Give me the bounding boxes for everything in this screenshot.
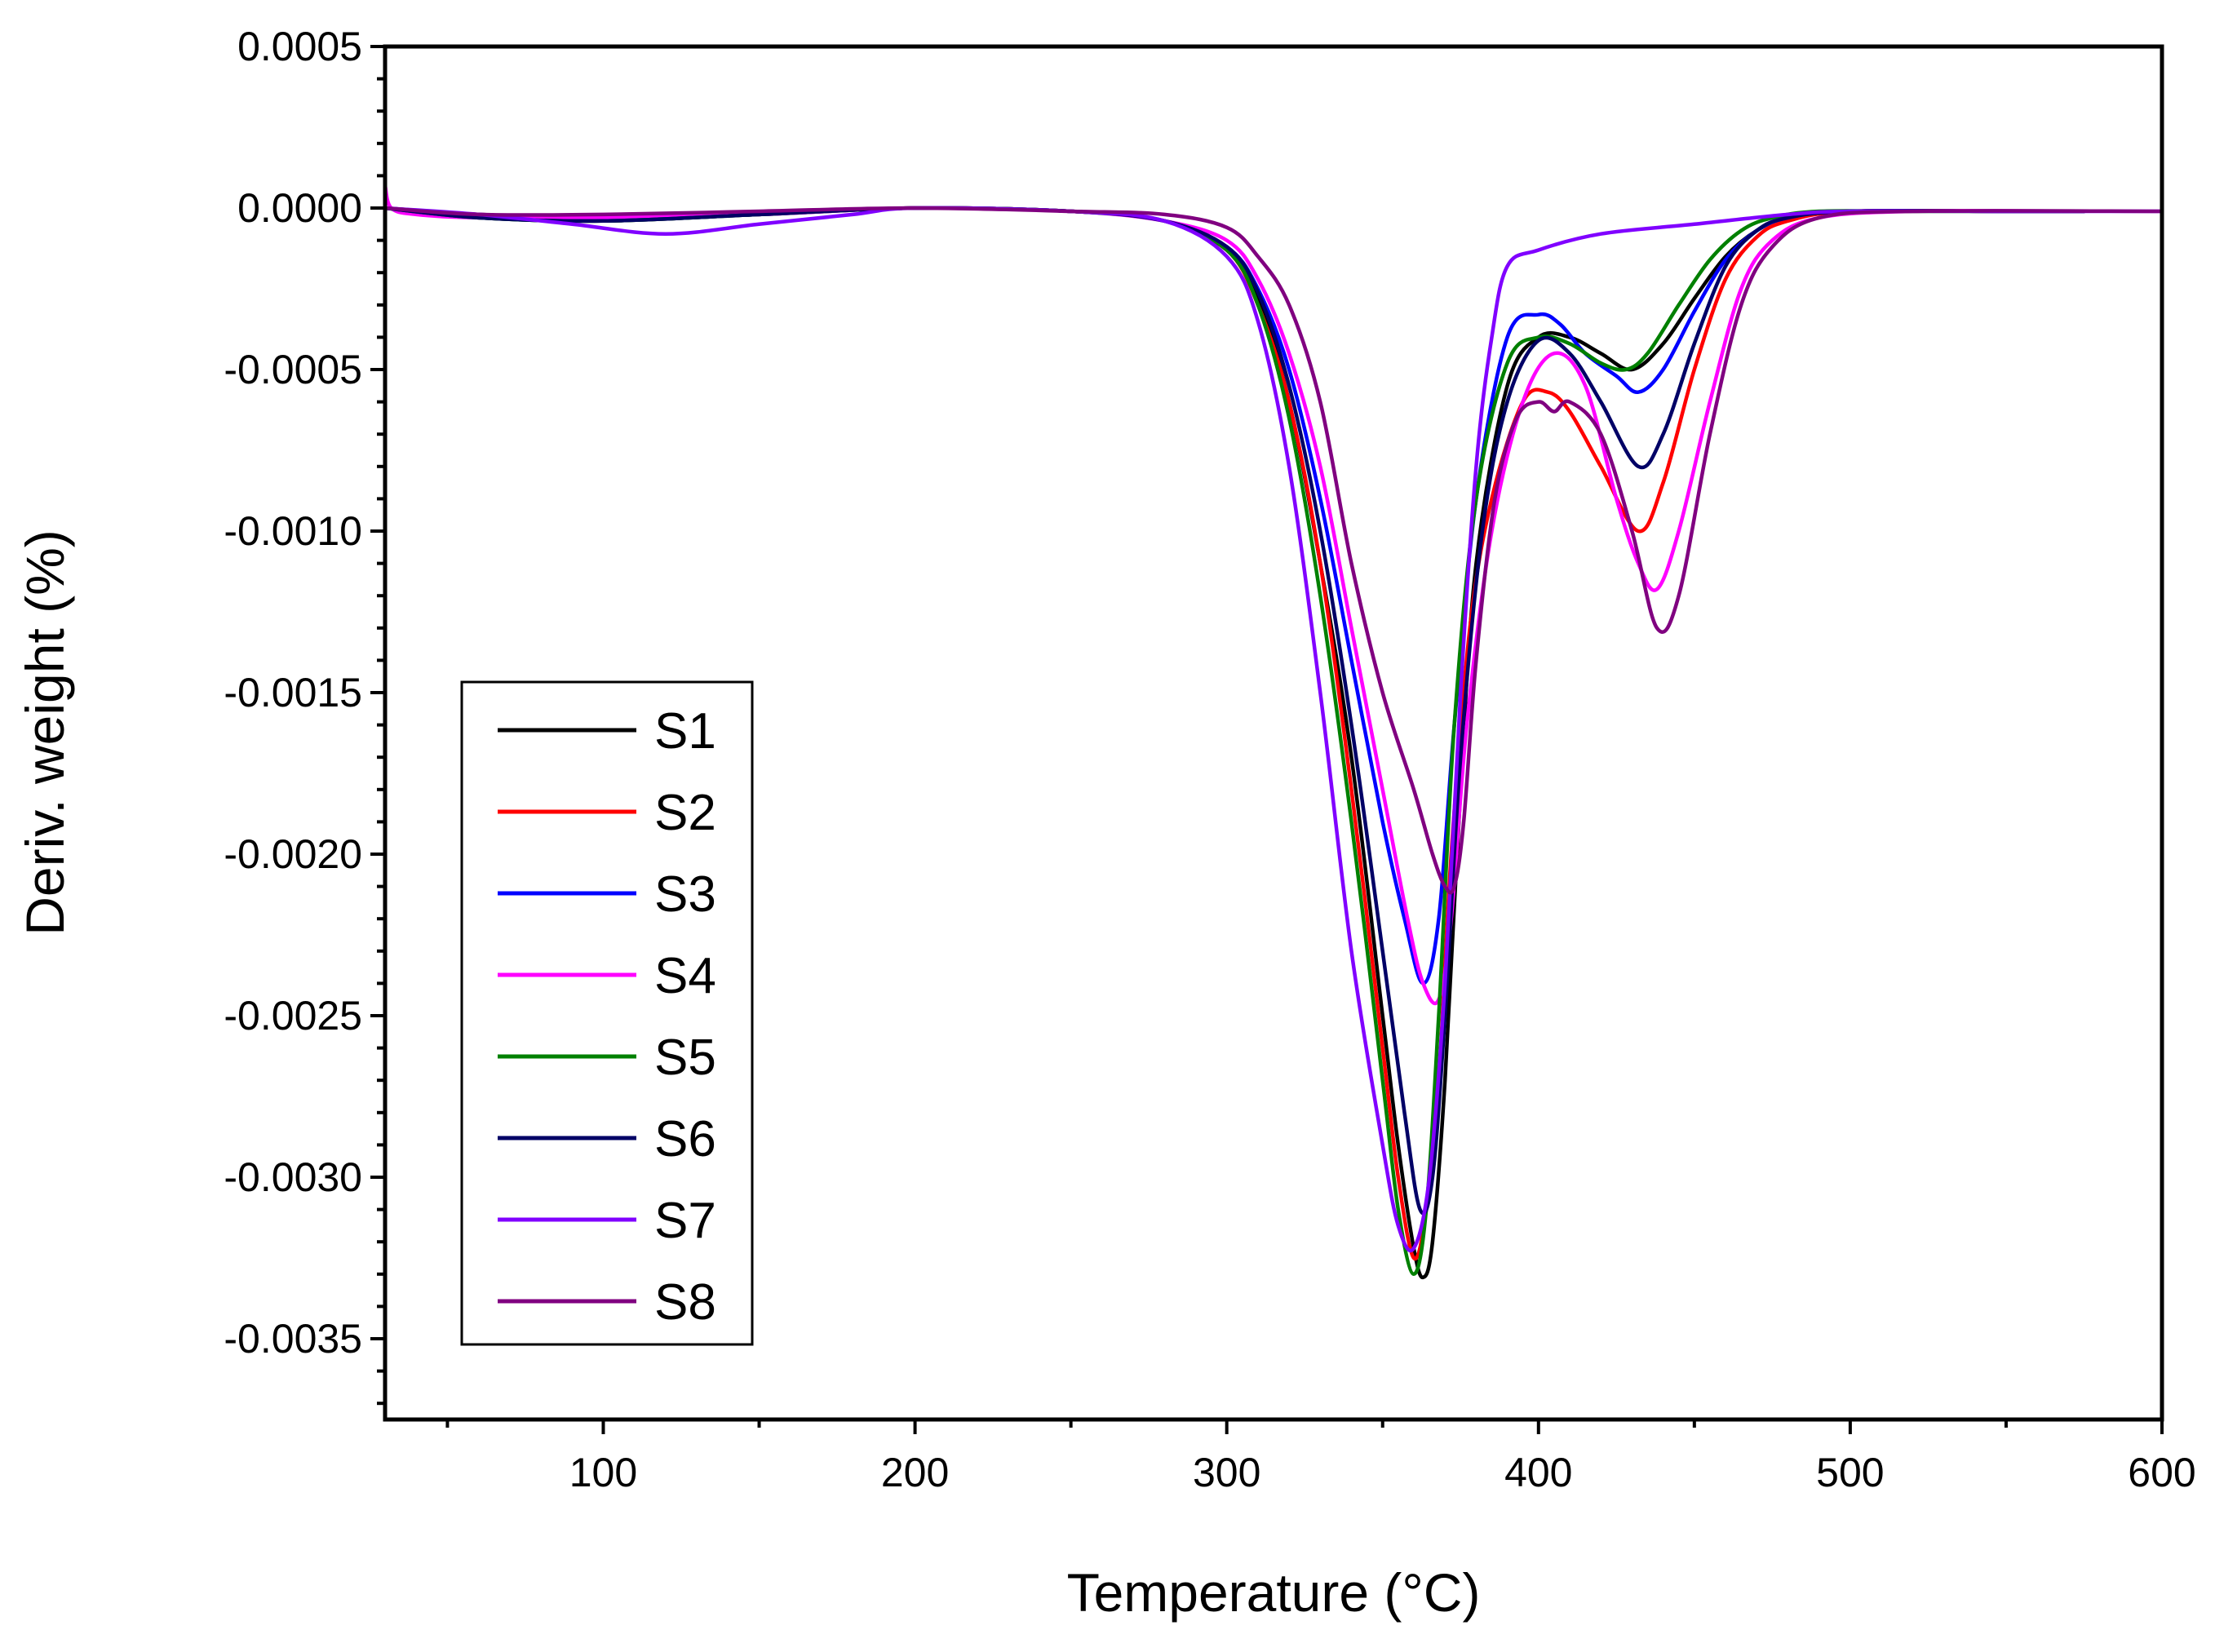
y-axis-ticks: 0.0005 0.0000 -0.0005 -0.0010 -0.0015 -0.0020… (224, 24, 385, 1406)
x-tick-label: 400 (1504, 1450, 1572, 1495)
legend: S1 S2 S3 S4 S5 S6 S7 S8 (460, 680, 754, 1346)
y-tick-label: 0.0000 (237, 185, 362, 231)
x-tick-label: 100 (569, 1450, 637, 1495)
y-tick-label: -0.0015 (224, 670, 362, 715)
x-tick-label: 300 (1193, 1450, 1260, 1495)
legend-label-s7: S7 (654, 1193, 716, 1249)
x-tick-label: 600 (2128, 1450, 2195, 1495)
legend-label-s2: S2 (654, 785, 716, 841)
plot-frame (383, 44, 2164, 1422)
legend-label-s3: S3 (654, 866, 716, 923)
y-axis-title: Deriv. weight (%) (15, 529, 75, 936)
y-tick-label: -0.0030 (224, 1154, 362, 1200)
y-tick-label: -0.0025 (224, 993, 362, 1039)
y-tick-label: 0.0005 (237, 24, 362, 69)
x-tick-label: 200 (881, 1450, 949, 1495)
legend-label-s1: S1 (654, 703, 716, 760)
series-line-s7 (383, 206, 2164, 1253)
series-line-s8 (383, 206, 2164, 895)
x-tick-label: 500 (1816, 1450, 1884, 1495)
legend-label-s6: S6 (654, 1111, 716, 1167)
x-axis-ticks: 100 200 300 400 500 600 (445, 1419, 2196, 1495)
legend-label-s4: S4 (654, 948, 716, 1004)
y-tick-label: -0.0010 (224, 508, 362, 554)
y-tick-label: -0.0020 (224, 831, 362, 877)
series-layer (383, 184, 2164, 1280)
x-axis-title: Temperature (°C) (1067, 1562, 1481, 1623)
legend-label-s8: S8 (654, 1274, 716, 1331)
y-tick-label: -0.0035 (224, 1316, 362, 1362)
legend-box (460, 680, 754, 1346)
y-tick-label: -0.0005 (224, 347, 362, 392)
legend-label-s5: S5 (654, 1030, 716, 1086)
